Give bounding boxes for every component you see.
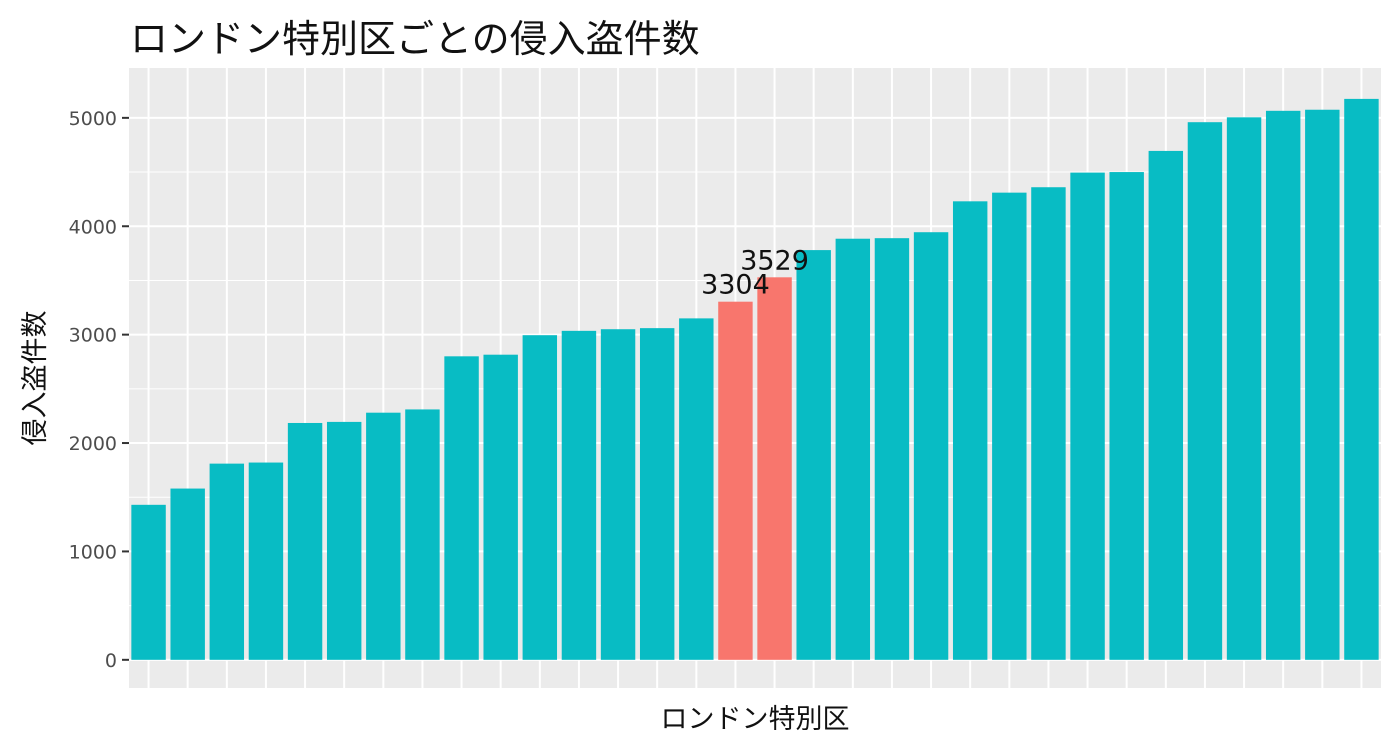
x-axis-title: ロンドン特別区	[661, 704, 850, 735]
bar	[1305, 109, 1340, 660]
chart-title: ロンドン特別区ごとの侵入盗件数	[130, 17, 700, 61]
y-tick-label: 3000	[69, 325, 117, 347]
bar	[483, 354, 518, 660]
bar	[1148, 150, 1184, 660]
bar	[913, 232, 949, 660]
data-label: 3529	[740, 245, 809, 276]
bar	[952, 201, 988, 660]
bar	[1226, 117, 1262, 660]
y-tick-label: 2000	[69, 433, 117, 455]
bar	[170, 488, 205, 660]
y-tick-label: 1000	[69, 541, 117, 563]
y-tick-label: 0	[105, 650, 117, 672]
bar	[405, 409, 440, 660]
bar	[561, 330, 597, 660]
y-axis-title: 侵入盗件数	[20, 311, 51, 446]
bar	[366, 412, 401, 660]
y-axis: 0 1000 2000 3000 4000 5000	[69, 108, 129, 672]
bar	[131, 504, 166, 660]
data-label: 3304	[701, 270, 770, 301]
bar	[796, 250, 831, 660]
y-tick-label: 5000	[69, 108, 117, 130]
bar	[835, 238, 871, 660]
bar	[679, 318, 714, 660]
bar	[444, 356, 479, 660]
bar-highlight	[718, 301, 753, 660]
bar	[1031, 187, 1066, 660]
bar	[1265, 110, 1301, 660]
bar	[209, 463, 245, 660]
bar	[874, 238, 910, 660]
bars-group	[131, 98, 1379, 660]
bar	[287, 422, 323, 660]
bar	[326, 421, 362, 660]
y-tick-label: 4000	[69, 216, 117, 238]
bar	[992, 192, 1027, 660]
bar	[1109, 172, 1144, 660]
bar	[248, 462, 284, 660]
bar	[1070, 172, 1105, 660]
bar	[1187, 122, 1223, 660]
bar	[1344, 98, 1379, 660]
bar	[600, 329, 636, 660]
bar-highlight	[757, 277, 792, 660]
bar	[522, 335, 558, 660]
bar	[639, 328, 675, 660]
